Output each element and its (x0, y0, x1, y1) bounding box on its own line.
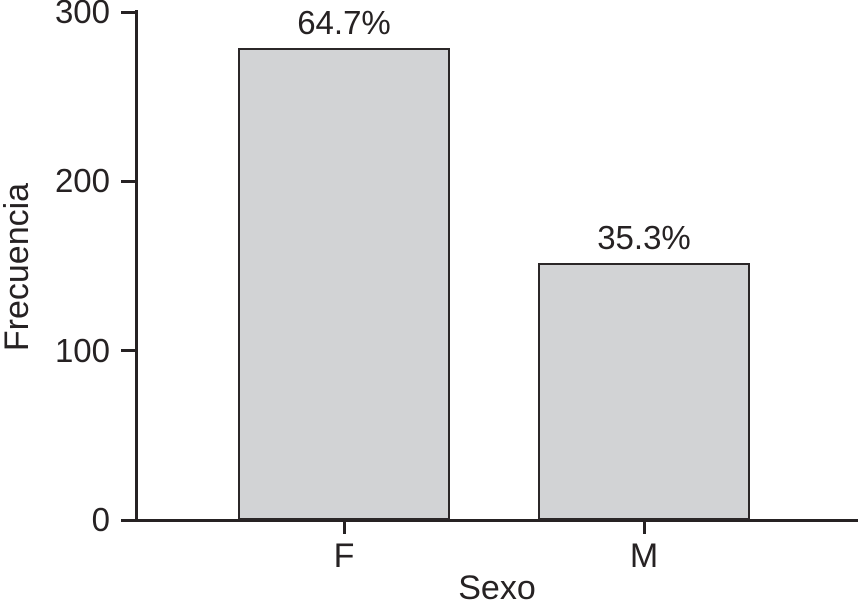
y-axis-tick (121, 518, 135, 522)
x-axis-line (135, 519, 858, 522)
x-axis-tick (342, 522, 346, 534)
bar-m (538, 262, 750, 520)
y-axis-tick-label: 100 (54, 331, 110, 369)
y-axis-tick (121, 10, 135, 14)
bar-percent-label: 35.3% (597, 218, 691, 256)
x-axis-tick (642, 522, 646, 534)
y-axis-title: Frecuencia (0, 182, 36, 352)
y-axis-tick-label: 200 (54, 162, 110, 200)
y-axis-tick-label: 300 (54, 0, 110, 30)
bar-f (238, 47, 450, 520)
bar-percent-label: 64.7% (297, 3, 391, 41)
y-axis-line (135, 10, 138, 522)
y-axis-tick (121, 179, 135, 183)
x-axis-title: Sexo (458, 569, 536, 602)
x-category-label: F (333, 537, 355, 575)
y-axis-tick (121, 349, 135, 353)
y-axis-tick-label: 0 (91, 501, 110, 538)
x-category-label: M (629, 537, 659, 575)
